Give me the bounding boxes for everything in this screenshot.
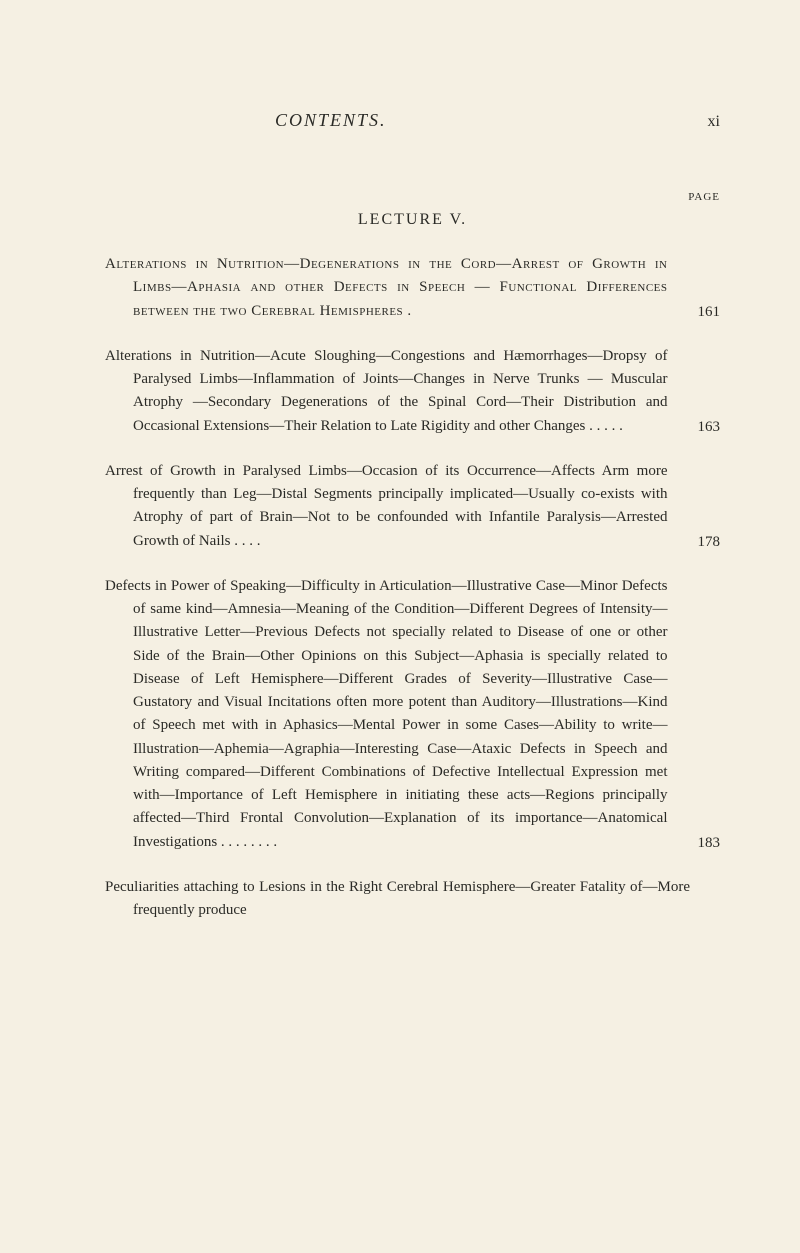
entry-text: Alterations in Nutrition—Degenerations i… bbox=[105, 253, 698, 323]
toc-entry: Alterations in Nutrition—Acute Sloughing… bbox=[105, 345, 720, 438]
header-title: CONTENTS. bbox=[275, 110, 387, 131]
entry-page: 183 bbox=[698, 835, 721, 854]
toc-entry: Peculiarities attaching to Lesions in th… bbox=[105, 876, 720, 923]
entry-page: 178 bbox=[698, 534, 721, 553]
entry-text: Alterations in Nutrition—Acute Sloughing… bbox=[105, 345, 698, 438]
lecture-title: LECTURE V. bbox=[105, 211, 720, 229]
entry-text: Defects in Power of Speaking—Difficulty … bbox=[105, 575, 698, 854]
entry-text: Arrest of Growth in Paralysed Limbs—Occa… bbox=[105, 460, 698, 553]
entry-page: 161 bbox=[698, 304, 721, 323]
entry-page: 163 bbox=[698, 419, 721, 438]
entry-text: Peculiarities attaching to Lesions in th… bbox=[105, 876, 720, 923]
header-roman-page: xi bbox=[708, 113, 720, 131]
page-label: PAGE bbox=[105, 191, 720, 203]
toc-entry: Defects in Power of Speaking—Difficulty … bbox=[105, 575, 720, 854]
toc-entry: Arrest of Growth in Paralysed Limbs—Occa… bbox=[105, 460, 720, 553]
header-line: CONTENTS. xi bbox=[105, 110, 720, 131]
toc-entry: Alterations in Nutrition—Degenerations i… bbox=[105, 253, 720, 323]
